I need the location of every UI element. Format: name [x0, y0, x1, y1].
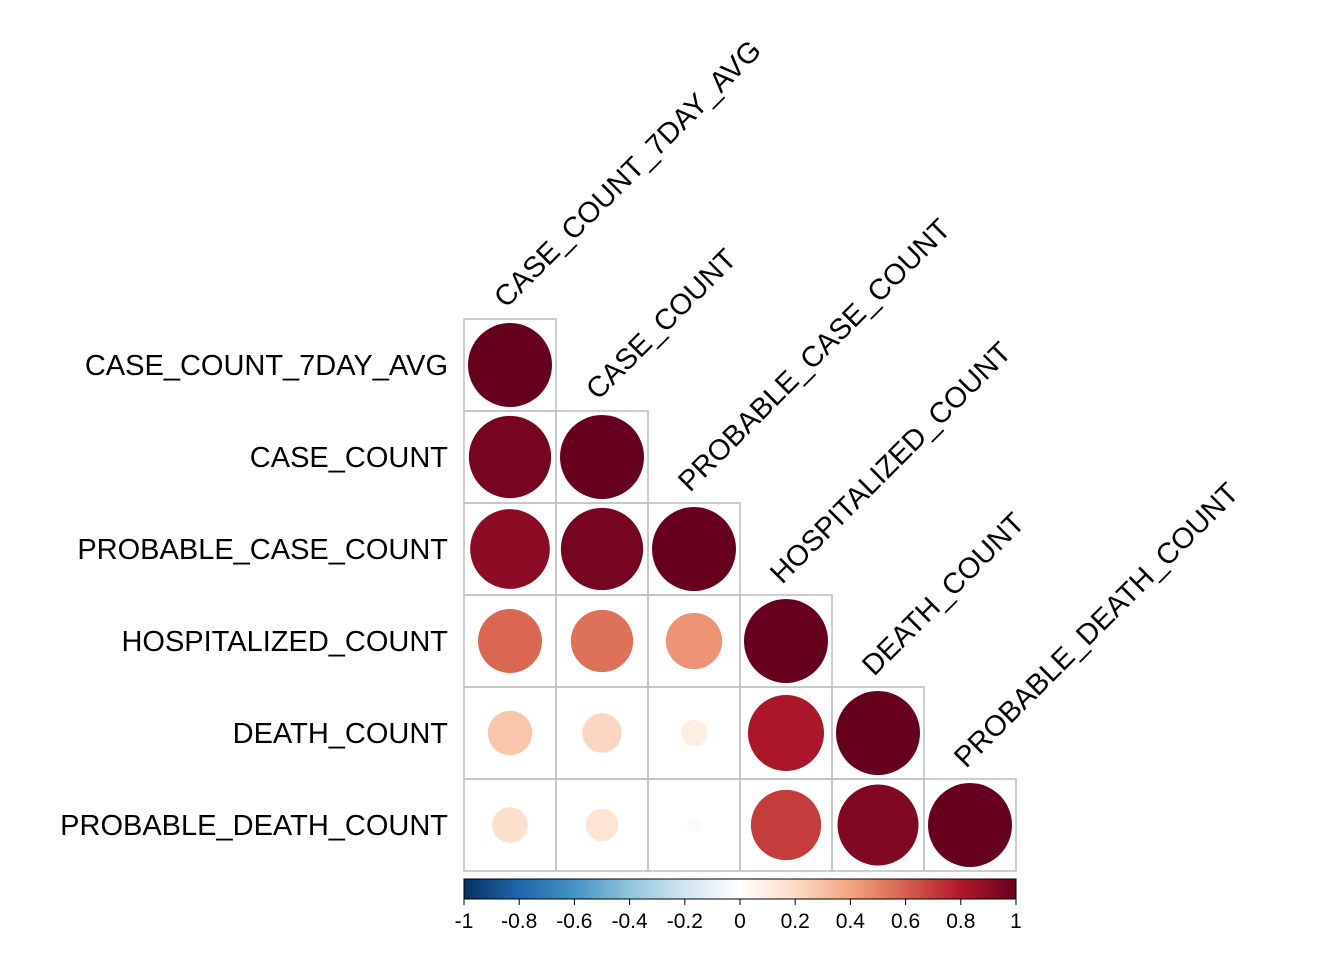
corr-circle-probable-case-count-case-count	[560, 507, 644, 591]
corr-circle-probable-death-count-case-count-7day-avg	[492, 807, 528, 843]
corr-circle-case-count-7day-avg-case-count-7day-avg	[468, 323, 552, 407]
corr-circle-death-count-case-count-7day-avg	[487, 710, 533, 756]
row-labels: CASE_COUNT_7DAY_AVG CASE_COUNT PROBABLE_CA…	[60, 350, 448, 842]
colorbar-tick-label: -0.4	[612, 910, 649, 933]
corr-circle-case-count-case-count	[560, 415, 644, 499]
colorbar-tick-label: 0.8	[946, 910, 975, 933]
circle-layer	[468, 323, 1012, 867]
corr-circle-probable-case-count-case-count-7day-avg	[470, 509, 550, 589]
colorbar-tick-label: 0.6	[891, 910, 920, 933]
colorbar-gradient	[463, 878, 1017, 900]
corr-circle-death-count-hospitalized-count	[747, 694, 825, 772]
corr-circle-probable-death-count-hospitalized-count	[750, 789, 822, 861]
corr-circle-hospitalized-count-hospitalized-count	[744, 599, 828, 683]
row-label-case-count: CASE_COUNT	[250, 442, 448, 474]
column-label-death-count: DEATH_COUNT	[856, 507, 1031, 682]
corr-circle-probable-death-count-case-count	[585, 808, 619, 842]
corr-circle-case-count-case-count-7day-avg	[468, 415, 552, 499]
corr-circle-hospitalized-count-case-count	[570, 609, 634, 673]
colorbar-tick-label: 0.2	[781, 910, 810, 933]
corr-circle-death-count-death-count	[836, 691, 920, 775]
corr-circle-probable-death-count-probable-death-count	[928, 783, 1012, 867]
column-label-case-count: CASE_COUNT	[580, 243, 743, 406]
corr-circle-death-count-case-count	[582, 713, 622, 753]
row-label-probable-death-count: PROBABLE_DEATH_COUNT	[60, 810, 448, 842]
corr-circle-hospitalized-count-probable-case-count	[665, 612, 723, 670]
colorbar-tick-label: 1	[1010, 910, 1022, 933]
row-label-hospitalized-count: HOSPITALIZED_COUNT	[121, 626, 448, 658]
colorbar-tick-label: -0.8	[501, 910, 537, 933]
corr-circle-probable-death-count-probable-case-count	[686, 817, 702, 833]
colorbar: -1 -0.8 -0.6 -0.4 -0.2 0 0.2 0.4 0.6 0.8 1	[455, 878, 1022, 933]
grid-cell	[923, 778, 1017, 872]
corr-circle-probable-case-count-probable-case-count	[652, 507, 736, 591]
corr-circle-death-count-probable-case-count	[680, 719, 708, 747]
corr-circle-hospitalized-count-case-count-7day-avg	[478, 609, 542, 673]
row-label-death-count: DEATH_COUNT	[233, 718, 449, 750]
row-label-probable-case-count: PROBABLE_CASE_COUNT	[77, 534, 448, 566]
colorbar-tick-label: -1	[455, 910, 474, 933]
corr-circle-probable-death-count-death-count	[837, 784, 919, 866]
grid-layer	[463, 318, 1017, 872]
row-label-case-count-7day-avg: CASE_COUNT_7DAY_AVG	[85, 350, 448, 382]
colorbar-tick-label: -0.2	[667, 910, 703, 933]
colorbar-tick-label: 0.4	[836, 910, 866, 933]
colorbar-tick-label: -0.6	[556, 910, 592, 933]
colorbar-tick-label: 0	[734, 910, 746, 933]
